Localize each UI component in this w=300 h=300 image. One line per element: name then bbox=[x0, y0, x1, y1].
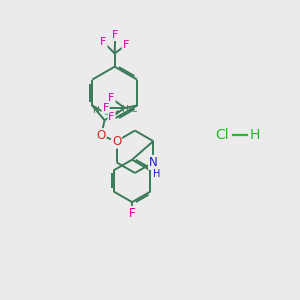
Text: F: F bbox=[108, 112, 115, 122]
Text: H: H bbox=[92, 106, 99, 115]
Text: N: N bbox=[149, 156, 158, 169]
Text: H: H bbox=[153, 169, 160, 179]
Text: F: F bbox=[100, 37, 107, 47]
Text: F: F bbox=[108, 94, 115, 103]
Text: F: F bbox=[102, 103, 109, 113]
Text: F: F bbox=[129, 207, 135, 220]
Text: O: O bbox=[96, 129, 106, 142]
Text: F: F bbox=[112, 30, 119, 40]
Text: Cl: Cl bbox=[215, 128, 229, 142]
Text: F: F bbox=[123, 40, 129, 50]
Text: H₃C: H₃C bbox=[121, 105, 138, 114]
Text: O: O bbox=[112, 135, 121, 148]
Text: H: H bbox=[249, 128, 260, 142]
